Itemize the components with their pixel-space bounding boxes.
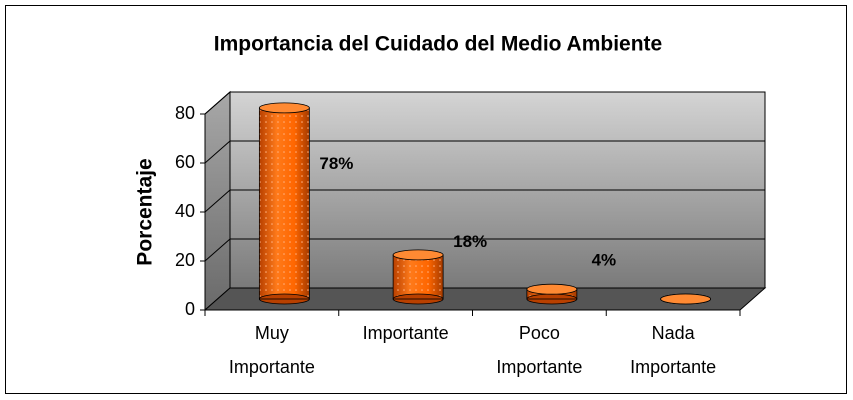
grid-line: [204, 189, 765, 213]
chart-title: Importancia del Cuidado del Medio Ambien…: [214, 33, 662, 56]
value-label: 4%: [592, 250, 617, 269]
y-tick-label: 40: [175, 201, 195, 221]
y-tick-label: 0: [185, 299, 195, 319]
grid-line: [204, 140, 765, 164]
bar-top: [392, 249, 444, 261]
x-tick-label: Nada Importante: [630, 323, 716, 377]
value-label: 18%: [453, 232, 487, 251]
y-tick-label: 80: [175, 103, 195, 123]
x-tick-label: Poco Importante: [496, 323, 582, 377]
y-axis-label: Porcentaje: [134, 158, 157, 265]
y-tick-label: 60: [175, 152, 195, 172]
bar-texture: [259, 107, 310, 300]
x-tick-label: Importante: [363, 323, 449, 343]
value-label: 78%: [319, 154, 353, 173]
bar-top: [526, 283, 578, 295]
bar-texture: [393, 254, 444, 299]
bar-top: [660, 293, 712, 305]
y-tick-label: 20: [175, 250, 195, 270]
grid-line: [204, 238, 765, 262]
bar-top: [258, 102, 310, 114]
grid-line: [204, 91, 765, 115]
x-tick-label: Muy Importante: [229, 323, 315, 377]
